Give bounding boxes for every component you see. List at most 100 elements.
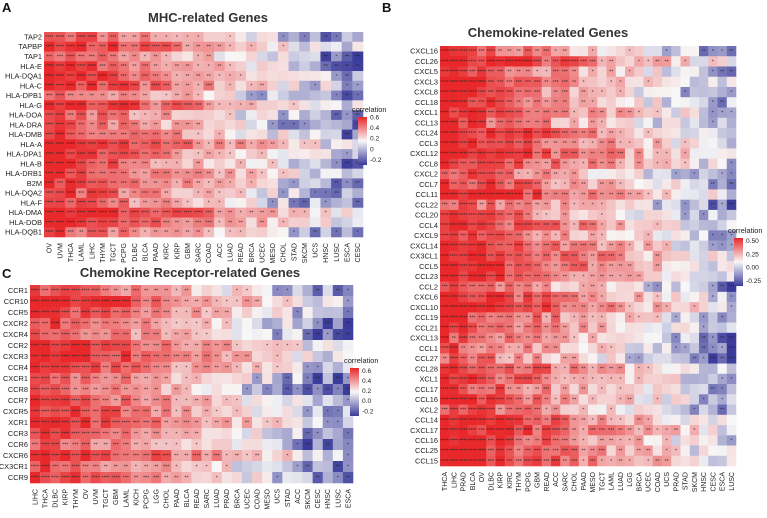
heatmap-cell	[192, 158, 204, 169]
row-label: CCL14	[415, 416, 438, 425]
heatmap-cell	[671, 220, 681, 231]
significance-stars: ***	[728, 356, 734, 361]
column-label: OV	[479, 472, 486, 482]
heatmap-cell	[458, 86, 469, 98]
significance-stars: ****	[71, 420, 79, 425]
heatmap-cell	[578, 322, 589, 334]
significance-stars: **	[122, 34, 126, 39]
heatmap-cell	[652, 97, 663, 108]
heatmap-cell	[514, 148, 524, 159]
significance-stars: **	[144, 288, 148, 293]
significance-stars: *	[218, 171, 220, 176]
significance-stars: *	[684, 59, 686, 64]
significance-stars: ****	[440, 448, 448, 453]
heatmap-cell	[625, 107, 635, 118]
heatmap-cell	[708, 425, 718, 436]
heatmap-cell	[440, 127, 450, 139]
significance-stars: **	[316, 475, 320, 480]
heatmap-cell	[182, 149, 194, 160]
significance-stars: **	[184, 453, 188, 458]
heatmap-cell	[578, 435, 589, 446]
heatmap-cell	[643, 281, 654, 293]
column-label: THCA	[442, 472, 449, 491]
heatmap-cell	[551, 332, 561, 344]
significance-stars: *	[536, 69, 538, 74]
row-label: CCR9	[8, 473, 28, 482]
significance-stars: ***	[506, 161, 512, 166]
significance-stars: ****	[66, 73, 74, 78]
heatmap-cell	[458, 56, 469, 67]
heatmap-cell	[523, 414, 533, 426]
heatmap-cell	[689, 66, 700, 78]
significance-stars: ****	[459, 315, 467, 320]
significance-stars: ****	[450, 59, 458, 64]
significance-stars: ****	[440, 233, 448, 238]
significance-stars: ***	[728, 346, 734, 351]
heatmap-cell	[449, 127, 459, 139]
significance-stars: *	[175, 442, 177, 447]
heatmap-cell	[541, 220, 552, 231]
significance-stars: **	[665, 458, 669, 463]
heatmap-cell	[246, 227, 257, 238]
heatmap-cell	[504, 281, 515, 293]
significance-stars: ***	[543, 448, 549, 453]
heatmap-cell	[699, 332, 709, 344]
significance-stars: ***	[515, 458, 521, 463]
significance-stars: ****	[542, 294, 550, 299]
heatmap-cell	[504, 414, 515, 426]
heatmap-cell	[182, 168, 194, 179]
significance-stars: *	[721, 387, 723, 392]
column-label: LAML	[609, 472, 616, 490]
significance-stars: *	[175, 431, 177, 436]
heatmap-cell	[689, 138, 700, 149]
heatmap-cell	[578, 281, 589, 293]
heatmap-cell	[689, 209, 700, 221]
significance-stars: ****	[459, 366, 467, 371]
significance-stars: **	[554, 151, 558, 156]
significance-stars: ****	[152, 420, 160, 425]
heatmap-cell	[252, 318, 263, 330]
heatmap-cell	[504, 332, 515, 344]
heatmap-cell	[211, 461, 223, 473]
row-label: CCL1	[419, 344, 438, 353]
significance-stars: ****	[151, 142, 159, 147]
row-label: CXCL12	[410, 149, 438, 158]
heatmap-cell	[615, 435, 626, 446]
significance-stars: **	[334, 112, 338, 117]
heatmap-cell	[86, 129, 98, 140]
significance-stars: *	[610, 458, 612, 463]
legend-tick-label: 0.0	[362, 398, 371, 405]
significance-stars: ****	[477, 305, 485, 310]
significance-stars: ***	[460, 356, 466, 361]
significance-stars: **	[591, 294, 595, 299]
heatmap-cell	[267, 168, 279, 179]
significance-stars: *	[250, 83, 252, 88]
heatmap-cell	[726, 66, 737, 78]
heatmap-cell	[541, 230, 552, 241]
heatmap-cell	[302, 329, 313, 341]
heatmap-cell	[30, 329, 41, 341]
significance-stars: *	[647, 458, 649, 463]
heatmap-cell	[495, 353, 506, 364]
significance-stars: *	[675, 171, 677, 176]
heatmap-cell	[634, 46, 644, 57]
significance-stars: **	[228, 210, 232, 215]
significance-stars: ****	[183, 210, 191, 215]
heatmap-cell	[181, 329, 192, 341]
significance-stars: **	[572, 79, 576, 84]
heatmap-cell	[689, 86, 700, 98]
heatmap-cell	[671, 332, 681, 344]
significance-stars: **	[507, 69, 511, 74]
heatmap-cell	[634, 425, 644, 436]
significance-stars: ****	[91, 475, 99, 480]
heatmap-cell	[192, 90, 204, 101]
significance-stars: *	[508, 356, 510, 361]
significance-stars: ***	[580, 243, 586, 248]
heatmap-cell	[514, 332, 524, 344]
significance-stars: ****	[61, 409, 69, 414]
significance-stars: *	[286, 453, 288, 458]
heatmap-cell	[643, 302, 654, 313]
column-label: PRAD	[673, 472, 680, 491]
heatmap-cell	[689, 189, 700, 200]
heatmap-cell	[171, 119, 183, 130]
